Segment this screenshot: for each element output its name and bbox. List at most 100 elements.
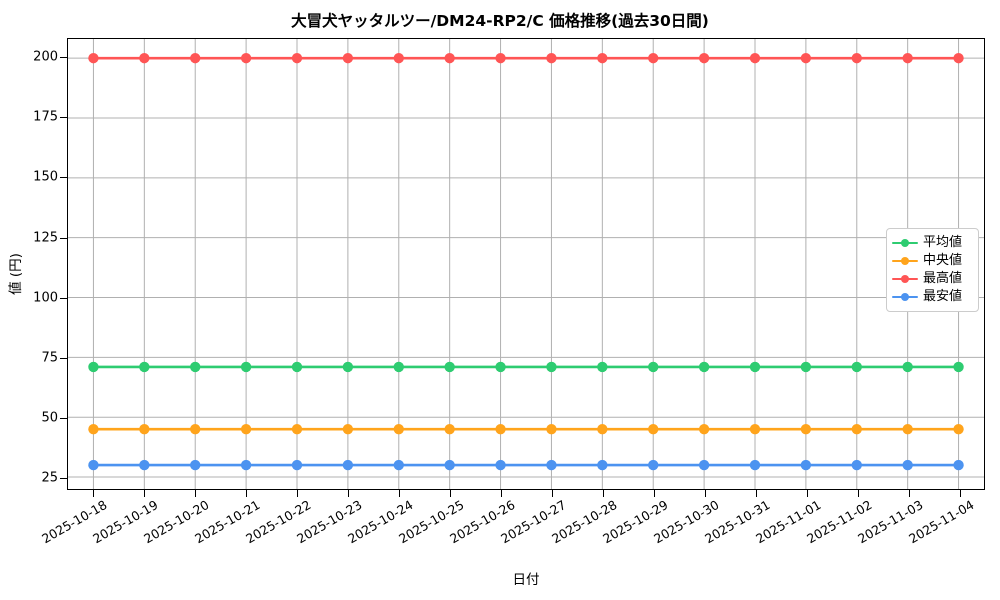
data-point xyxy=(698,423,710,435)
y-tick-mark xyxy=(60,477,67,479)
data-point xyxy=(444,423,455,435)
legend-swatch-icon xyxy=(892,290,918,304)
y-tick-label: 50 xyxy=(41,410,58,426)
data-point xyxy=(902,423,913,435)
data-point xyxy=(190,52,201,64)
legend-label: 最安値 xyxy=(923,289,963,304)
legend-label: 最高値 xyxy=(923,271,963,286)
x-tick-mark xyxy=(602,490,604,497)
y-tick-mark xyxy=(60,117,67,119)
data-point xyxy=(444,361,455,373)
x-tick-mark xyxy=(194,490,196,497)
x-tick-mark xyxy=(245,490,247,497)
data-point xyxy=(597,361,608,373)
data-point xyxy=(953,459,964,471)
data-point xyxy=(800,52,812,64)
data-point xyxy=(851,459,862,471)
x-tick-mark xyxy=(92,490,94,497)
data-point xyxy=(749,52,761,64)
legend-item-最安値[interactable]: 最安値 xyxy=(892,288,972,306)
data-point xyxy=(190,459,201,471)
data-point xyxy=(291,52,303,64)
data-point xyxy=(851,423,862,435)
data-point xyxy=(190,423,201,435)
x-tick-mark xyxy=(959,490,961,497)
x-tick-mark xyxy=(755,490,757,497)
x-tick-mark xyxy=(449,490,451,497)
data-point xyxy=(88,52,99,64)
data-point xyxy=(851,52,862,64)
x-tick-mark xyxy=(296,490,298,497)
chart-title: 大冒犬ヤッタルツー/DM24-RP2/C 価格推移(過去30日間) xyxy=(291,12,709,30)
data-series-layer xyxy=(88,52,964,471)
data-point xyxy=(291,423,303,435)
data-point xyxy=(953,423,964,435)
data-point xyxy=(902,52,913,64)
data-point xyxy=(88,459,99,471)
data-point xyxy=(597,423,608,435)
data-point xyxy=(648,459,659,471)
data-point xyxy=(597,459,608,471)
y-axis-tick-marks xyxy=(0,38,70,490)
series-最高値 xyxy=(88,52,964,64)
data-point xyxy=(648,52,659,64)
x-tick-mark xyxy=(500,490,502,497)
data-point xyxy=(88,423,99,435)
data-point xyxy=(546,423,557,435)
data-point xyxy=(495,361,506,373)
data-point xyxy=(240,459,252,471)
x-tick-mark xyxy=(704,490,706,497)
data-point xyxy=(88,361,99,373)
data-point xyxy=(342,459,354,471)
y-tick-mark xyxy=(60,357,67,359)
data-point xyxy=(749,361,761,373)
data-point xyxy=(953,361,964,373)
legend-label: 平均値 xyxy=(923,235,963,250)
x-tick-mark xyxy=(908,490,910,497)
legend-swatch-icon xyxy=(892,254,918,268)
legend-item-中央値[interactable]: 中央値 xyxy=(892,252,972,270)
data-point xyxy=(139,52,150,64)
y-axis-tick-labels: 25 50 75 100 125 150 175 200 xyxy=(14,38,58,490)
data-point xyxy=(648,361,659,373)
data-point xyxy=(546,459,557,471)
legend-swatch-icon xyxy=(892,236,918,250)
data-point xyxy=(648,423,659,435)
data-point xyxy=(495,52,506,64)
data-point xyxy=(698,52,710,64)
data-point xyxy=(342,361,354,373)
y-tick-label: 175 xyxy=(33,109,58,125)
data-point xyxy=(597,52,608,64)
data-point xyxy=(240,361,252,373)
data-point xyxy=(190,361,201,373)
x-tick-mark xyxy=(398,490,400,497)
data-point xyxy=(342,52,354,64)
data-point xyxy=(902,459,913,471)
x-axis-tick-marks xyxy=(67,490,985,500)
y-tick-label: 125 xyxy=(33,230,58,246)
series-中央値 xyxy=(88,423,964,435)
x-tick-mark xyxy=(347,490,349,497)
data-point xyxy=(444,459,455,471)
data-point xyxy=(139,459,150,471)
y-tick-mark xyxy=(60,237,67,239)
y-tick-mark xyxy=(60,417,67,419)
data-point xyxy=(546,52,557,64)
data-point xyxy=(698,361,710,373)
data-point xyxy=(291,459,303,471)
data-point xyxy=(393,423,404,435)
legend-swatch-icon xyxy=(892,272,918,286)
series-平均値 xyxy=(88,361,964,373)
data-point xyxy=(342,423,354,435)
y-tick-mark xyxy=(60,297,67,299)
data-point xyxy=(495,423,506,435)
data-point xyxy=(800,459,812,471)
legend-item-平均値[interactable]: 平均値 xyxy=(892,234,972,252)
chart-legend: 平均値中央値 最高値最安値 xyxy=(886,228,979,312)
data-point xyxy=(393,52,404,64)
data-point xyxy=(749,423,761,435)
y-tick-mark xyxy=(60,177,67,179)
legend-item-最高値[interactable]: 最高値 xyxy=(892,270,972,288)
data-point xyxy=(953,52,964,64)
